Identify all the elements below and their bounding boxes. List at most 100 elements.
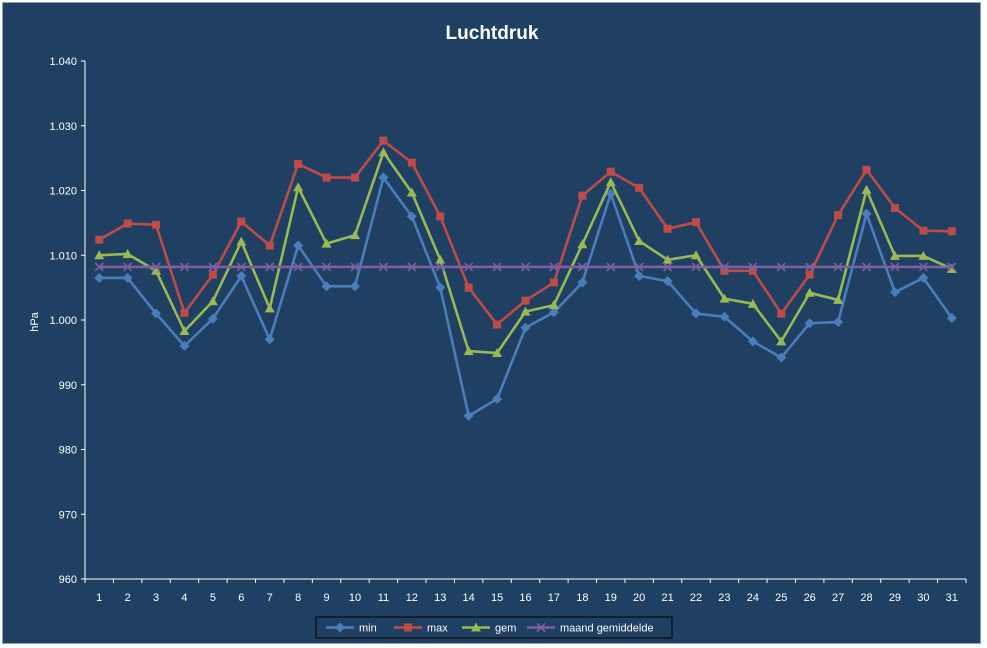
legend-marker-maand-gemiddelde (536, 622, 546, 633)
data-point-max (890, 203, 899, 212)
data-point-max (692, 218, 701, 227)
data-point-gem (833, 294, 844, 304)
data-point-max (294, 159, 303, 168)
data-point-maand-gemiddelde (151, 262, 161, 272)
data-point-max (578, 191, 587, 200)
data-point-min (94, 272, 105, 283)
x-tick-label: 10 (349, 592, 361, 604)
series-max (95, 136, 956, 329)
data-point-maand-gemiddelde (293, 262, 303, 272)
data-point-gem (776, 336, 787, 346)
x-tick-label: 6 (238, 592, 244, 604)
data-point-maand-gemiddelde (236, 262, 246, 272)
chart-canvas: Luchtdruk hPa 960 970 980 990 1.000 1.010 1.02… (29, 23, 967, 639)
data-point-max (464, 283, 473, 292)
data-point-maand-gemiddelde (634, 262, 644, 272)
data-point-min (889, 287, 900, 298)
x-tick-label: 5 (210, 592, 216, 604)
x-tick-label: 15 (491, 592, 503, 604)
data-point-gem (520, 306, 531, 316)
data-point-min (293, 240, 304, 251)
data-point-min (605, 188, 616, 199)
data-point-gem (406, 187, 417, 197)
data-point-min (207, 313, 218, 324)
data-point-gem (605, 177, 616, 187)
data-point-max (805, 270, 814, 279)
data-point-gem (634, 236, 645, 246)
data-point-gem (804, 287, 815, 297)
y-tick-label: 960 (59, 574, 77, 586)
data-point-gem (94, 250, 105, 260)
x-tick-label: 1 (96, 592, 102, 604)
data-point-min (349, 281, 360, 292)
data-point-maand-gemiddelde (861, 262, 872, 272)
y-tick-label: 970 (59, 509, 77, 521)
x-tick-label: 21 (661, 592, 673, 604)
x-tick-label: 2 (125, 592, 131, 604)
data-point-maand-gemiddelde (549, 262, 559, 272)
data-point-maand-gemiddelde (378, 262, 388, 272)
data-point-maand-gemiddelde (179, 262, 190, 272)
data-point-maand-gemiddelde (691, 262, 701, 272)
data-point-gem (207, 296, 218, 306)
y-tick-label: 1.040 (49, 56, 77, 68)
legend-marker-min (335, 622, 345, 633)
data-point-min (435, 282, 446, 293)
data-point-max (862, 165, 871, 174)
y-tick-label: 990 (59, 380, 77, 392)
data-point-maand-gemiddelde (123, 262, 133, 272)
data-point-min (691, 308, 702, 319)
data-point-gem (264, 303, 275, 313)
data-point-min (378, 172, 389, 183)
data-point-maand-gemiddelde (321, 262, 332, 272)
series-maand-gemiddelde (94, 262, 957, 272)
data-point-gem (662, 254, 673, 264)
data-point-max (180, 308, 189, 317)
data-point-gem (151, 265, 162, 275)
data-point-max (350, 173, 359, 182)
data-point-max (322, 173, 331, 182)
data-point-max (777, 309, 786, 318)
data-point-gem (747, 298, 758, 308)
data-point-min (151, 308, 162, 319)
data-point-maand-gemiddelde (94, 262, 104, 272)
data-point-gem (548, 300, 559, 310)
x-tick-label: 4 (181, 592, 187, 604)
data-point-max (265, 241, 274, 250)
data-point-max (208, 270, 217, 279)
data-point-max (663, 224, 672, 233)
y-tick-label: 1.000 (49, 315, 77, 327)
data-point-gem (236, 236, 247, 246)
data-point-min (662, 276, 673, 287)
x-tick-label: 22 (690, 592, 702, 604)
y-tick-label: 1.010 (49, 250, 77, 262)
data-point-max (436, 212, 445, 221)
data-point-gem (861, 184, 872, 194)
data-point-min (577, 277, 588, 288)
data-point-min (861, 208, 872, 219)
data-point-max (95, 235, 104, 244)
data-point-gem (435, 254, 446, 264)
data-point-gem (577, 239, 588, 249)
data-point-max (834, 211, 843, 220)
data-point-maand-gemiddelde (208, 262, 218, 272)
data-point-min (833, 316, 844, 327)
series-layer (94, 136, 957, 421)
x-tick-label: 18 (576, 592, 588, 604)
data-point-max (493, 320, 502, 329)
data-point-max (947, 227, 956, 236)
x-tick-label: 13 (434, 592, 446, 604)
series-gem (94, 147, 957, 358)
legend-label-max: max (427, 623, 448, 635)
data-point-gem (719, 293, 730, 303)
data-point-max (720, 266, 729, 275)
data-point-min (236, 270, 247, 281)
data-point-maand-gemiddelde (350, 262, 360, 272)
x-tick-label: 19 (605, 592, 617, 604)
data-point-maand-gemiddelde (776, 262, 786, 272)
data-point-maand-gemiddelde (918, 262, 928, 272)
data-point-min (122, 272, 133, 283)
data-point-maand-gemiddelde (577, 262, 587, 272)
data-point-gem (378, 147, 389, 157)
